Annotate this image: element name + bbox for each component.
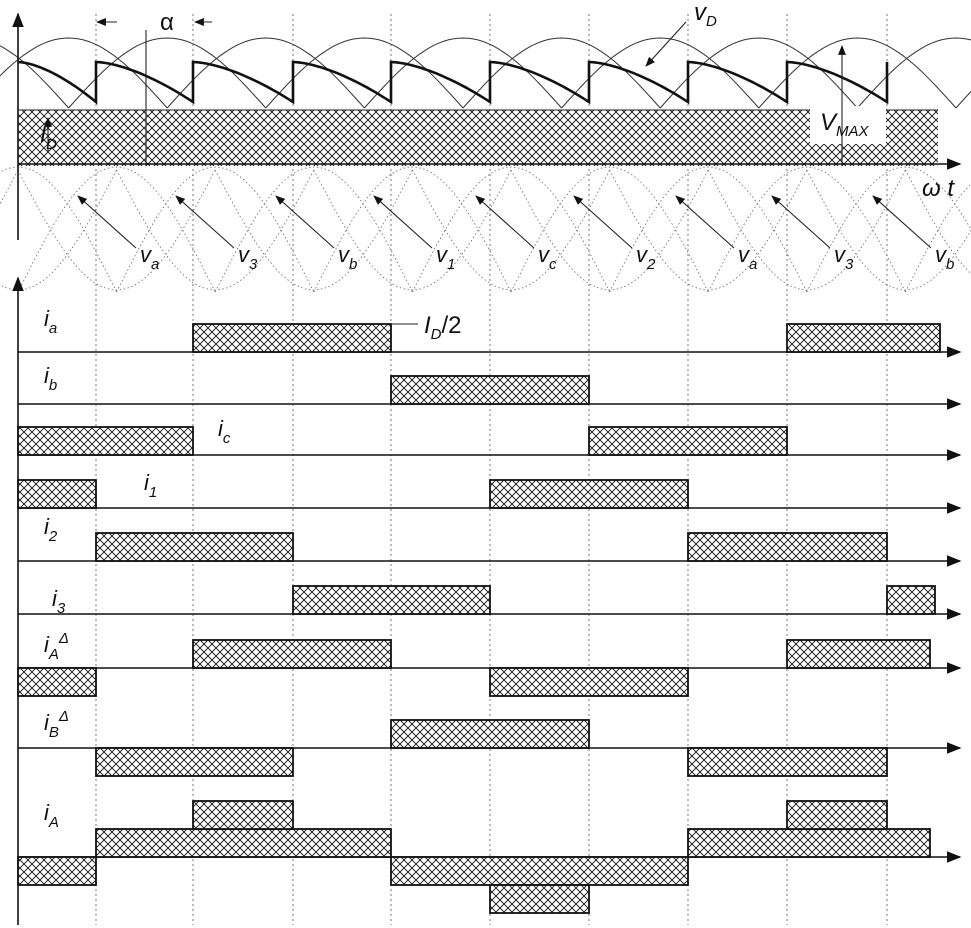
current-pulse [390, 719, 590, 749]
phase-sine-waves [0, 166, 971, 293]
phase-labels: va v3 vb v1 vc v2 va v3 vb [77, 195, 954, 273]
current-pulse [192, 800, 294, 830]
current-pulse [786, 323, 941, 353]
current-label-8: iA [44, 800, 59, 831]
phase-label-7: v3 [834, 242, 854, 273]
current-label-3: i1 [144, 470, 157, 501]
current-pulse [390, 375, 590, 405]
current-pulse [95, 747, 294, 777]
current-pulse [192, 639, 392, 669]
voltage-panel: α vD ID VMAX ω t va v3 vb v1 vc v2 va v3 vb [0, 0, 971, 293]
current-label-0: ia [44, 306, 57, 337]
current-label-6: iAΔ [44, 630, 69, 663]
phase-label-8: vb [935, 242, 954, 273]
id-label-group: ID [40, 117, 57, 153]
top-sine-envelope [0, 37, 971, 109]
current-pulse [786, 800, 888, 830]
phase-label-1: v3 [238, 242, 258, 273]
id-label: ID [40, 122, 57, 153]
current-pulse [489, 884, 590, 914]
phase-label-3: v1 [436, 242, 455, 273]
current-waveforms: ia ib ic i1 i2 i3 iAΔ iBΔ iA [17, 306, 962, 914]
phase-label-6: va [738, 242, 757, 273]
vmax-label: VMAX [820, 109, 870, 140]
current-pulse [17, 479, 97, 509]
id-half-group: ID/2 [392, 312, 462, 343]
current-pulse [687, 747, 888, 777]
current-row-0: ia [18, 306, 962, 358]
phase-label-2: vb [338, 242, 357, 273]
omega-t-label: ω t [922, 175, 955, 202]
current-label-1: ib [44, 363, 57, 394]
current-row-6: iAΔ [17, 630, 962, 697]
current-row-2: ic [17, 416, 962, 461]
vmax-group: VMAX [820, 45, 870, 166]
current-label-7: iBΔ [44, 708, 69, 741]
current-pulse [192, 323, 392, 353]
current-pulse [786, 639, 931, 669]
current-pulse [886, 585, 936, 615]
id-half-label: ID/2 [424, 312, 462, 343]
current-row-8: iA [17, 800, 962, 914]
alpha-indicator: α [96, 9, 212, 166]
current-row-5: i3 [18, 585, 962, 620]
current-row-4: i2 [18, 514, 962, 567]
phase-label-5: v2 [636, 242, 656, 273]
current-pulse [489, 667, 689, 697]
current-panel: ia ib ic i1 i2 i3 iAΔ iBΔ iA ID/2 [12, 276, 962, 925]
current-pulse [95, 532, 294, 562]
current-row-1: ib [18, 363, 962, 410]
current-pulse [17, 856, 97, 886]
phase-label-0: va [140, 242, 159, 273]
current-pulse [17, 667, 97, 697]
vd-label: vD [694, 0, 717, 30]
current-pulse [489, 479, 689, 509]
current-pulse [17, 426, 194, 456]
vmax-label-box [810, 106, 886, 144]
current-pulse [95, 828, 392, 858]
vd-waveform [17, 60, 889, 105]
current-pulse [292, 585, 491, 615]
current-label-2: ic [218, 416, 231, 447]
current-label-5: i3 [52, 586, 66, 617]
vd-label-group: vD [645, 0, 717, 67]
current-row-3: i1 [17, 470, 962, 514]
current-pulse [588, 426, 788, 456]
current-pulse [687, 828, 931, 858]
dc-current-band [18, 110, 938, 166]
phase-label-4: vc [538, 242, 557, 273]
current-label-4: i2 [44, 514, 58, 545]
alpha-label: α [160, 9, 174, 36]
current-pulse [390, 856, 689, 886]
current-pulse [687, 532, 888, 562]
current-row-7: iBΔ [18, 708, 962, 777]
